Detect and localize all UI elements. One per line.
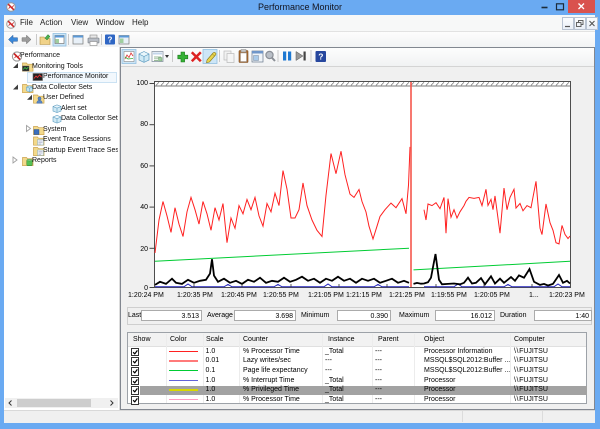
svg-text:?: ? [318, 52, 323, 62]
svg-text:?: ? [108, 36, 113, 45]
